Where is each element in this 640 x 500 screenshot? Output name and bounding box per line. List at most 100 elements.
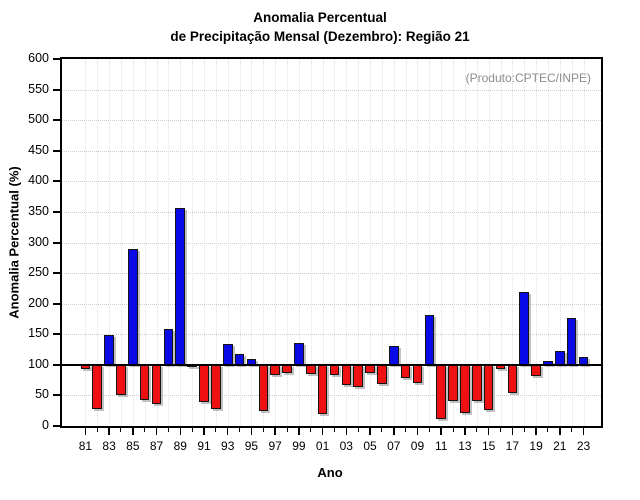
v-gridline-20 <box>547 59 549 426</box>
bar-00 <box>305 364 316 374</box>
bar-05 <box>365 364 375 373</box>
x-tick-label-19: 19 <box>529 439 543 453</box>
bar-19 <box>531 364 541 376</box>
x-tick-label-07: 07 <box>387 439 401 453</box>
bar-86 <box>139 364 150 400</box>
plot-area: (Produto:CPTEC/INPE) <box>60 57 603 428</box>
bar-09 <box>412 364 423 384</box>
x-tick-13 <box>464 428 466 435</box>
bar-04 <box>353 364 363 387</box>
x-tick-label-21: 21 <box>553 439 567 453</box>
v-gridline-86 <box>144 59 146 426</box>
y-tick-label-350: 350 <box>28 203 49 218</box>
bar-82 <box>92 364 103 410</box>
v-gridline-82 <box>97 59 99 426</box>
bar-03 <box>341 364 352 385</box>
x-tick-96 <box>262 428 264 432</box>
y-tick-label-600: 600 <box>28 51 49 65</box>
x-tick-05 <box>369 428 371 435</box>
v-gridline-95 <box>251 59 253 426</box>
x-tick-11 <box>440 428 442 435</box>
v-gridline-14 <box>476 59 478 426</box>
v-gridline-11 <box>441 59 443 426</box>
y-tick-label-250: 250 <box>28 265 49 280</box>
bar-07 <box>388 345 399 365</box>
bar-92 <box>211 364 221 410</box>
v-gridline-10 <box>429 59 431 426</box>
bar-83 <box>104 335 114 365</box>
y-tick-250 <box>53 272 60 275</box>
v-gridline-13 <box>464 59 466 426</box>
y-tick-500 <box>53 119 60 122</box>
h-gridline-450 <box>62 150 601 152</box>
x-tick-19 <box>535 428 537 435</box>
bar-99 <box>294 342 304 365</box>
x-tick-label-23: 23 <box>576 439 591 453</box>
v-gridline-94 <box>239 59 241 426</box>
bar-93 <box>222 344 233 365</box>
y-tick-label-150: 150 <box>28 326 49 341</box>
v-gridline-00 <box>310 59 312 426</box>
y-tick-150 <box>53 333 60 336</box>
v-gridline-92 <box>215 59 217 426</box>
x-tick-86 <box>144 428 146 432</box>
baseline-100 <box>62 363 601 366</box>
bar-10 <box>424 315 435 365</box>
x-tick-14 <box>476 428 478 432</box>
bar-85 <box>128 248 138 365</box>
v-gridline-99 <box>298 59 300 426</box>
v-gridline-09 <box>417 59 419 426</box>
v-gridline-05 <box>370 59 372 426</box>
x-tick-06 <box>381 428 383 432</box>
x-tick-16 <box>500 428 501 432</box>
y-tick-350 <box>53 210 60 213</box>
x-axis-title: Ano <box>317 465 343 480</box>
x-tick-label-99: 99 <box>292 439 306 453</box>
x-tick-03 <box>345 428 348 435</box>
y-tick-label-550: 550 <box>28 81 49 96</box>
bar-96 <box>258 364 269 412</box>
v-gridline-16 <box>500 59 502 426</box>
x-tick-label-13: 13 <box>458 439 472 453</box>
source-annotation: (Produto:CPTEC/INPE) <box>465 71 591 85</box>
x-tick-label-11: 11 <box>434 439 448 453</box>
bar-22 <box>566 318 577 365</box>
v-gridline-17 <box>512 59 514 426</box>
x-tick-21 <box>559 428 561 435</box>
x-tick-label-97: 97 <box>268 439 282 453</box>
v-gridline-98 <box>287 59 289 426</box>
y-tick-label-100: 100 <box>28 356 49 371</box>
x-tick-12 <box>452 428 454 432</box>
y-tick-label-500: 500 <box>28 112 49 127</box>
x-tick-02 <box>333 428 335 432</box>
v-gridline-87 <box>156 59 158 426</box>
y-tick-label-450: 450 <box>28 142 49 157</box>
x-tick-label-09: 09 <box>410 439 425 453</box>
v-gridline-21 <box>559 59 561 426</box>
v-gridline-04 <box>358 59 360 426</box>
bar-18 <box>519 292 529 365</box>
x-tick-99 <box>298 428 300 435</box>
bar-14 <box>471 364 482 401</box>
v-gridline-90 <box>192 59 194 426</box>
v-gridline-96 <box>263 59 265 426</box>
x-tick-22 <box>571 428 573 432</box>
bar-17 <box>507 364 518 393</box>
x-tick-89 <box>179 428 182 435</box>
x-tick-label-85: 85 <box>126 439 140 453</box>
y-tick-100 <box>53 363 60 366</box>
bar-98 <box>282 364 292 373</box>
v-gridline-15 <box>488 59 490 426</box>
v-gridline-03 <box>346 59 348 426</box>
x-tick-label-17: 17 <box>505 439 520 453</box>
v-gridline-01 <box>322 59 324 426</box>
y-tick-200 <box>53 302 60 305</box>
v-gridline-06 <box>381 59 383 426</box>
x-tick-95 <box>250 428 253 435</box>
y-tick-450 <box>53 149 60 152</box>
bar-97 <box>270 364 280 375</box>
v-gridline-88 <box>168 59 170 426</box>
h-gridline-300 <box>62 242 601 244</box>
h-gridline-500 <box>62 120 601 122</box>
bar-02 <box>329 364 340 375</box>
